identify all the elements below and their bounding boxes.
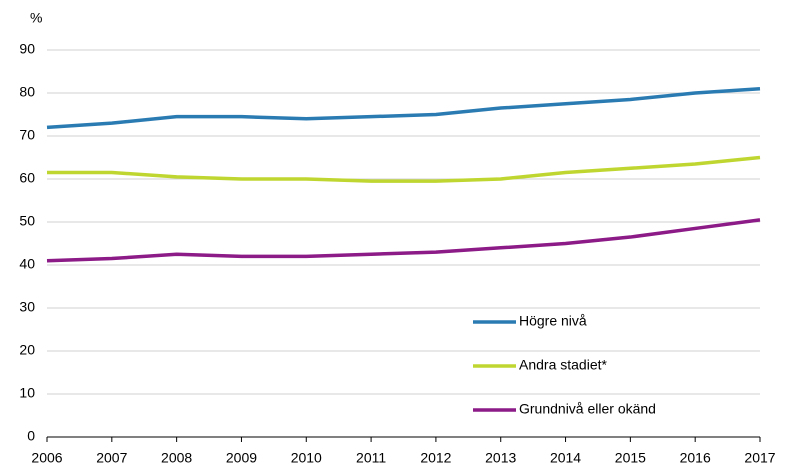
legend-label: Andra stadiet* (519, 357, 607, 373)
x-tick-label: 2017 (744, 450, 775, 466)
legend-label: Grundnivå eller okänd (519, 401, 656, 417)
y-tick-label: 0 (27, 428, 35, 444)
x-tick-label: 2011 (356, 450, 386, 466)
series-line (47, 155, 761, 183)
x-tick-label: 2010 (291, 450, 322, 466)
y-tick-label: 40 (19, 256, 35, 272)
x-tick-label: 2015 (615, 450, 646, 466)
y-tick-label: 90 (19, 41, 35, 57)
x-tick-label: 2009 (226, 450, 257, 466)
x-tick-label: 2007 (96, 450, 127, 466)
series-line (46, 218, 761, 263)
x-tick-label: 2008 (161, 450, 192, 466)
x-tick-label: 2012 (420, 450, 451, 466)
x-tick-label: 2016 (680, 450, 711, 466)
x-tick-label: 2006 (31, 450, 62, 466)
x-tick-label: 2013 (485, 450, 516, 466)
legend-label: Högre nivå (519, 313, 587, 329)
x-tick-label: 2014 (550, 450, 581, 466)
series-line (46, 86, 761, 130)
y-tick-label: 30 (19, 299, 35, 315)
y-tick-label: 10 (19, 385, 35, 401)
y-tick-label: 20 (19, 342, 35, 358)
y-tick-label: 50 (19, 213, 35, 229)
y-tick-label: 70 (19, 127, 35, 143)
y-axis-label: % (30, 10, 42, 26)
y-tick-label: 60 (19, 170, 35, 186)
y-tick-label: 80 (19, 84, 35, 100)
